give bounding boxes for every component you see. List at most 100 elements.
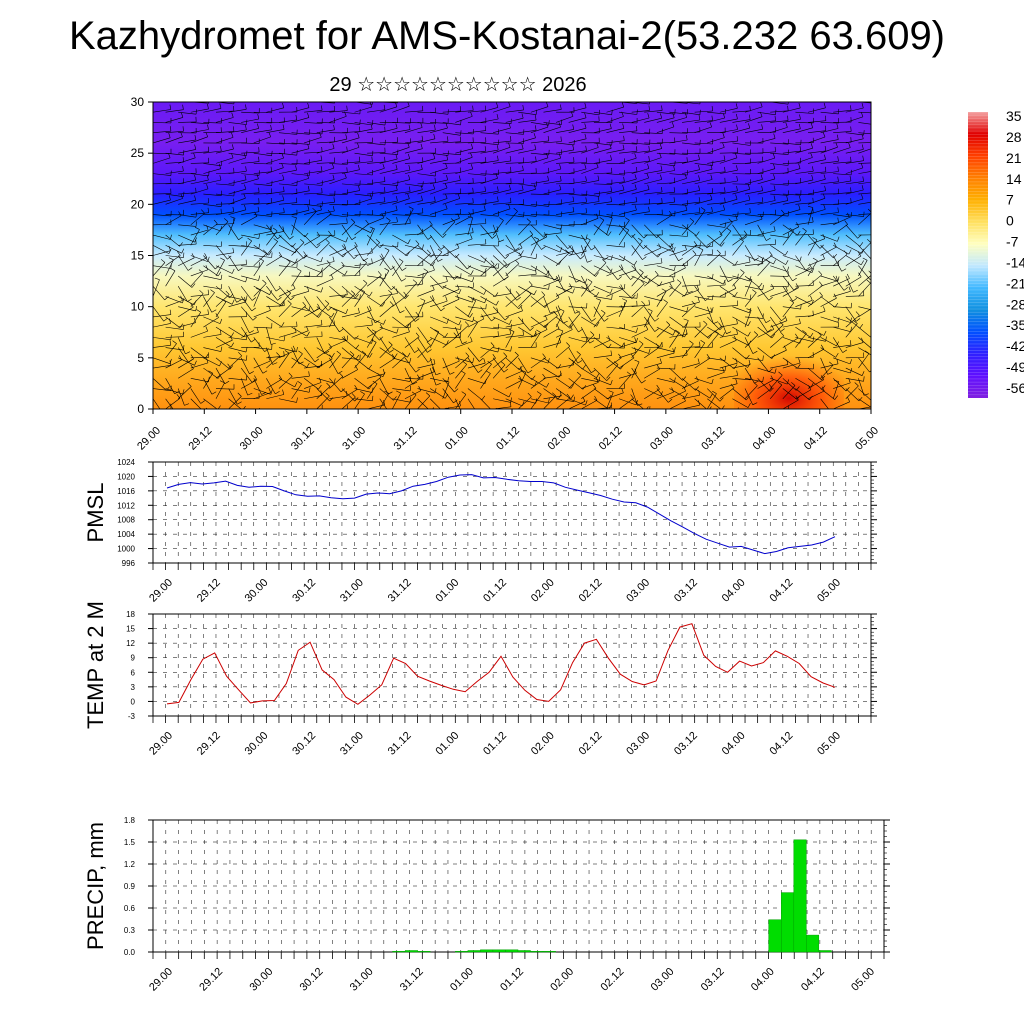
wind-barb: [807, 348, 824, 359]
wind-barb-flag: [375, 238, 380, 243]
wind-barb: [404, 169, 423, 174]
wind-barb-flag: [734, 291, 738, 297]
wind-barb-flag: [478, 369, 483, 373]
wind-barb: [228, 398, 242, 409]
wind-barb: [442, 316, 459, 326]
wind-barb: [329, 340, 347, 348]
wind-barb: [467, 318, 485, 328]
wind-barb: [316, 386, 331, 399]
wind-barb-flag: [174, 390, 180, 395]
wind-barb-flag: [610, 380, 613, 385]
wind-barb: [669, 234, 688, 237]
wind-barb-flag: [409, 186, 411, 192]
wind-barb-flag: [881, 319, 885, 322]
wind-barb: [681, 245, 698, 256]
wind-barb: [782, 107, 801, 113]
wind-barb-flag: [703, 320, 708, 325]
wind-barb-flag: [552, 392, 557, 397]
wind-barb: [682, 284, 701, 287]
wind-barb: [555, 285, 573, 294]
wind-barb-flag: [829, 361, 834, 366]
wind-barb: [492, 356, 508, 369]
wind-barb-flag: [601, 309, 606, 314]
wind-barb-flag: [307, 205, 310, 211]
wind-barb-flag: [179, 242, 183, 247]
wind-barb-flag: [422, 94, 423, 99]
wind-barb: [266, 142, 285, 145]
wind-barb-flag: [408, 153, 410, 159]
wind-barb: [354, 224, 371, 233]
wind-barb: [304, 382, 322, 389]
wind-barb-flag: [850, 105, 852, 111]
wind-barb: [618, 337, 637, 344]
wind-barb-flag: [610, 186, 612, 192]
wind-barb: [833, 217, 850, 226]
wind-barb-flag: [470, 234, 473, 240]
wind-barb: [543, 275, 561, 282]
wind-barb-flag: [318, 384, 322, 390]
wind-barb-flag: [224, 218, 229, 222]
wind-barb-flag: [634, 153, 637, 159]
wind-barb: [442, 336, 458, 348]
wind-barb: [354, 291, 366, 307]
wind-barb: [631, 160, 650, 164]
wind-barb-flag: [713, 321, 719, 324]
wind-barb: [241, 102, 243, 103]
wind-barb: [291, 190, 310, 195]
wind-barb-flag: [333, 105, 335, 111]
wind-barb: [707, 326, 723, 337]
wind-barb-flag: [809, 263, 812, 269]
wind-barb: [379, 220, 391, 236]
wind-barb: [682, 142, 700, 146]
wind-barb: [253, 255, 272, 258]
wind-barb: [719, 288, 737, 297]
x-tick-label: 04.00: [720, 577, 748, 605]
wind-barb: [253, 357, 264, 374]
wind-barb-flag: [351, 393, 356, 398]
wind-barb-flag: [296, 197, 298, 203]
wind-barb-flag: [834, 302, 839, 308]
wind-barb: [669, 332, 680, 348]
wind-barb: [266, 378, 282, 389]
wind-barb-flag: [850, 156, 852, 162]
wind-barb: [341, 137, 360, 144]
wind-barb: [190, 202, 209, 205]
wind-barb-flag: [242, 406, 246, 409]
wind-barb-flag: [675, 329, 680, 333]
wind-barb: [493, 160, 511, 164]
wind-barb-flag: [343, 335, 347, 341]
wind-barb: [278, 169, 297, 174]
wind-barb-flag: [795, 333, 799, 339]
wind-barb: [253, 310, 271, 318]
wind-barb: [392, 223, 411, 226]
wind-barb-flag: [811, 267, 815, 273]
wind-barb: [241, 142, 260, 144]
wind-barb: [656, 234, 671, 248]
wind-barb: [215, 326, 232, 338]
wind-barb: [845, 234, 861, 247]
wind-barb-flag: [798, 102, 801, 108]
wind-barb: [455, 110, 474, 113]
wind-barb-flag: [325, 239, 330, 244]
wind-barb-flag: [862, 176, 864, 182]
wind-barb-flag: [810, 152, 813, 158]
wind-barb: [178, 224, 197, 227]
wind-barb-flag: [542, 353, 546, 358]
wind-barb-flag: [527, 369, 533, 374]
wind-barb: [656, 388, 669, 403]
wind-barb: [807, 136, 826, 144]
wind-barb-flag: [461, 391, 467, 395]
wind-barb-flag: [516, 296, 521, 301]
wind-barb: [820, 296, 836, 308]
wind-barb: [253, 260, 264, 277]
wind-barb-flag: [636, 166, 638, 172]
wind-barb: [833, 161, 852, 164]
wind-barb: [366, 376, 382, 389]
wind-barb-flag: [251, 297, 257, 301]
wind-barb-flag: [496, 415, 499, 419]
wind-barb: [543, 296, 551, 314]
wind-barb-flag: [824, 145, 827, 151]
wind-barb: [430, 167, 448, 174]
wind-barb: [795, 300, 813, 307]
wind-barb: [833, 147, 851, 154]
